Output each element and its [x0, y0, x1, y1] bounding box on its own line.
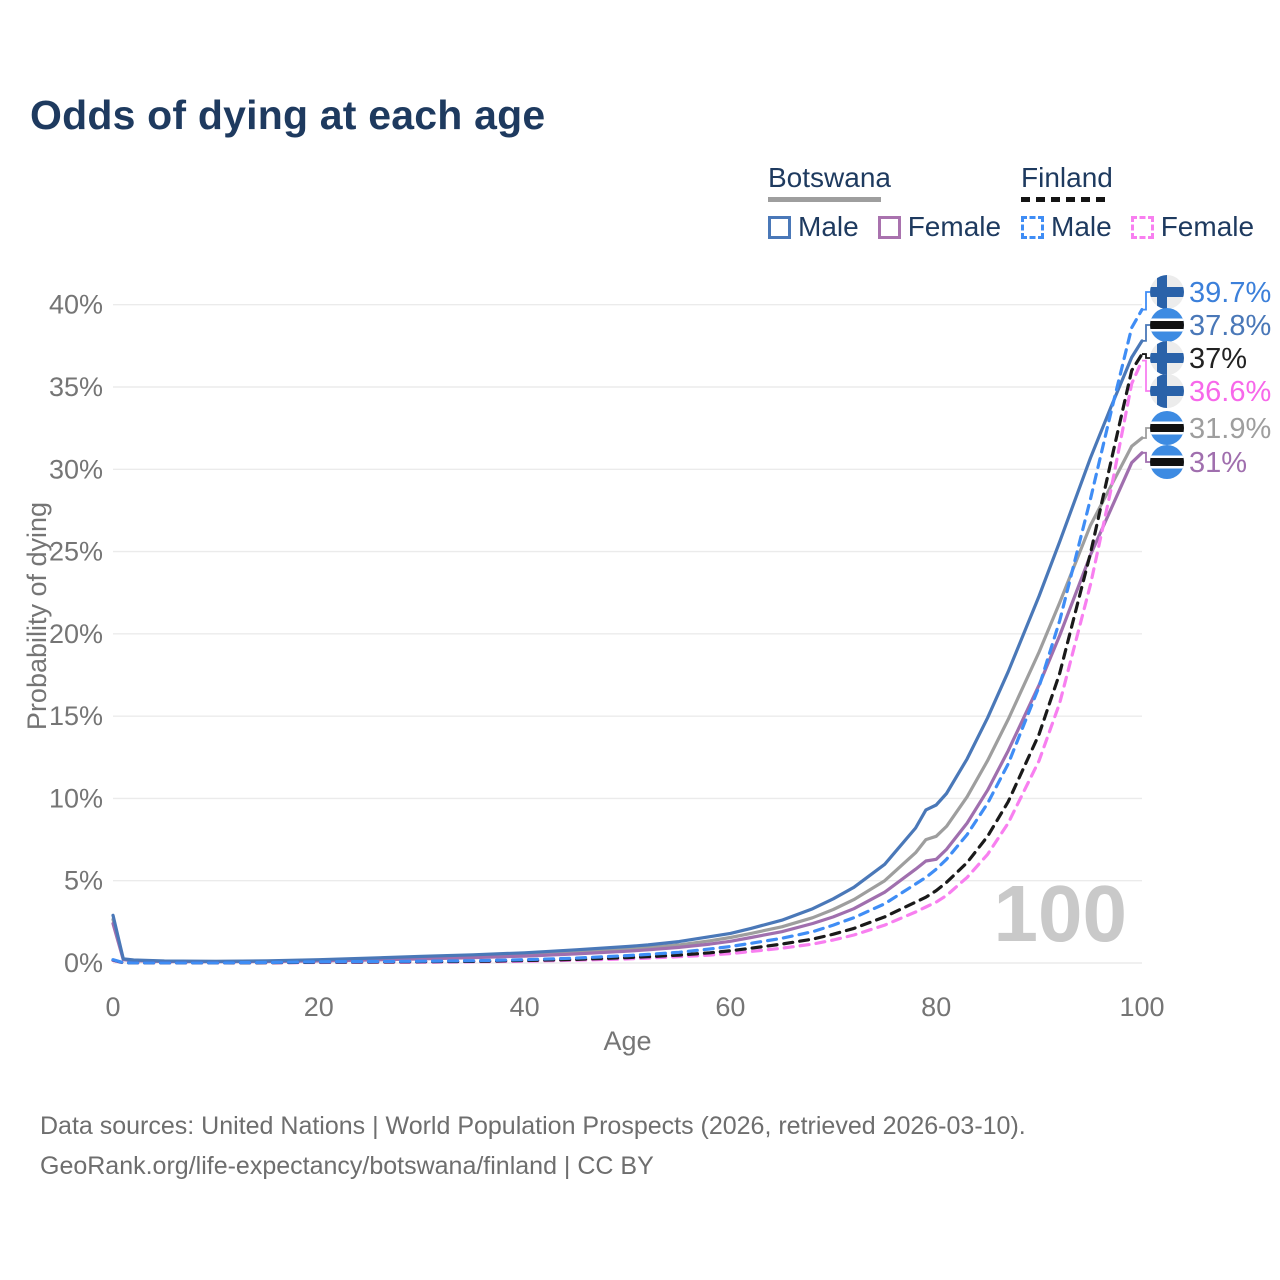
botswana-flag-bands [1150, 455, 1184, 469]
band-black [1150, 321, 1184, 329]
series-line-botswana-female [111, 451, 1144, 964]
botswana-flag-icon [1150, 411, 1184, 445]
footer-line-1: Data sources: United Nations | World Pop… [40, 1112, 1026, 1140]
end-value-label-finland-female: 36.6% [1189, 376, 1271, 408]
footer-line-2: GeoRank.org/life-expectancy/botswana/fin… [40, 1152, 654, 1180]
legend-item-finland-male[interactable]: Male [1021, 211, 1112, 243]
x-tick-label: 20 [304, 992, 334, 1022]
legend-items-botswana: Male Female [768, 211, 1020, 243]
x-axis-title: Age [603, 1026, 651, 1056]
series-line-finland-male [111, 308, 1144, 965]
legend-item-label: Female [907, 211, 1002, 242]
series-line-botswana-male [111, 339, 1144, 964]
legend-item-botswana-female[interactable]: Female [877, 211, 1002, 243]
finland-flag-cross [1150, 341, 1184, 375]
legend-group-botswana: Botswana Male Female [768, 162, 1020, 243]
cross-vertical-bar [1157, 341, 1167, 375]
y-tick-label: 10% [49, 783, 103, 813]
botswana-flag-icon [1150, 308, 1184, 342]
legend-country-label: Finland [1021, 162, 1113, 193]
finland-female-swatch-icon [1130, 215, 1154, 239]
y-tick-label: 15% [49, 701, 103, 731]
legend-item-label: Male [1051, 211, 1112, 242]
finland-flag-icon [1150, 374, 1184, 408]
end-label-connector-finland-male [1142, 291, 1150, 311]
page-title: Odds of dying at each age [30, 92, 546, 138]
botswana-male-swatch-icon [768, 215, 791, 239]
y-tick-label: 30% [49, 454, 103, 484]
finland-flag-icon [1150, 275, 1184, 309]
series-line-finland-female [111, 359, 1144, 965]
x-tick-label: 60 [715, 992, 745, 1022]
cross-vertical-bar [1157, 275, 1167, 309]
legend-item-label: Female [1160, 211, 1255, 242]
botswana-flag-icon [1150, 445, 1184, 479]
x-tick-label: 100 [1119, 992, 1164, 1022]
y-tick-label: 0% [64, 948, 103, 978]
y-tick-label: 25% [49, 537, 103, 567]
line-chart: 0% 5% 10% 15% 20% 25% 30% 35% 40% 0 20 40 60 80 100 Age… [22, 275, 1271, 1056]
finland-flag-cross [1150, 275, 1184, 309]
legend-group-finland: Finland Male Female [1021, 162, 1273, 243]
legend-country-finland[interactable]: Finland [1021, 162, 1273, 202]
legend-item-botswana-male[interactable]: Male [768, 211, 859, 243]
end-value-label-botswana-male: 37.8% [1189, 310, 1271, 342]
y-tick-label: 20% [49, 619, 103, 649]
finland-flag-icon [1150, 341, 1184, 375]
botswana-total-line-swatch [768, 197, 881, 202]
data-source-footer: Data sources: United Nations | World Pop… [40, 1106, 1026, 1186]
botswana-female-swatch-icon [877, 215, 901, 239]
end-value-label-botswana-female: 31% [1189, 447, 1247, 479]
botswana-flag-bands [1150, 421, 1184, 435]
band-black [1150, 458, 1184, 466]
finland-flag-cross [1150, 374, 1184, 408]
end-label-connector-finland-total [1142, 353, 1150, 359]
botswana-flag-bands [1150, 318, 1184, 332]
end-label-connector-botswana-female [1142, 451, 1150, 463]
end-label-connector-botswana-total [1142, 427, 1150, 439]
y-tick-label: 5% [64, 866, 103, 896]
end-value-label-finland-total: 37% [1189, 343, 1247, 375]
series-line-finland-total [111, 352, 1144, 965]
end-value-label-finland-male: 39.7% [1189, 277, 1271, 309]
band-black [1150, 424, 1184, 432]
legend-country-label: Botswana [768, 162, 891, 193]
legend-item-finland-female[interactable]: Female [1130, 211, 1255, 243]
y-axis-title: Probability of dying [22, 502, 52, 730]
series-line-botswana-total [111, 436, 1144, 964]
legend: Botswana Male Female Finland [0, 162, 1280, 252]
finland-male-swatch-icon [1021, 215, 1044, 239]
x-tick-label: 40 [510, 992, 540, 1022]
cross-vertical-bar [1157, 374, 1167, 408]
end-value-label-botswana-total: 31.9% [1189, 413, 1271, 445]
legend-item-label: Male [798, 211, 859, 242]
x-tick-label: 80 [921, 992, 951, 1022]
end-label-connector-botswana-male [1142, 324, 1150, 342]
watermark-age-100: 100 [994, 869, 1127, 958]
y-tick-label: 40% [49, 290, 103, 320]
legend-items-finland: Male Female [1021, 211, 1273, 243]
x-tick-label: 0 [105, 992, 120, 1022]
legend-country-botswana[interactable]: Botswana [768, 162, 1020, 202]
end-label-connector-finland-female [1142, 359, 1150, 392]
y-tick-label: 35% [49, 372, 103, 402]
finland-total-line-swatch [1021, 197, 1107, 202]
